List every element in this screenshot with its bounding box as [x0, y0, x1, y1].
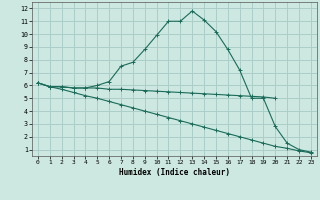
X-axis label: Humidex (Indice chaleur): Humidex (Indice chaleur) — [119, 168, 230, 177]
